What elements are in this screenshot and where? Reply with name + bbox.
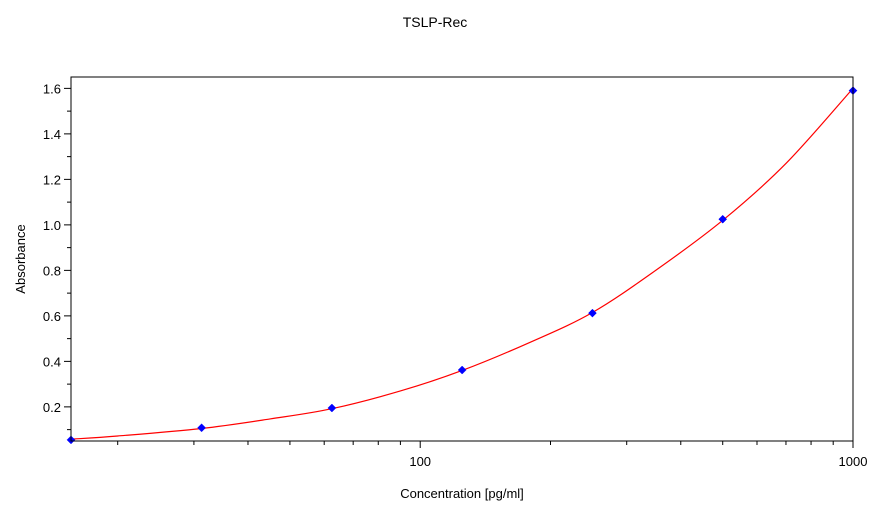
y-tick-label: 1.6 — [43, 81, 61, 96]
x-tick-label: 1000 — [839, 454, 868, 469]
y-tick-label: 1.4 — [43, 127, 61, 142]
y-tick-label: 0.2 — [43, 400, 61, 415]
data-point — [718, 214, 728, 224]
x-axis-label: Concentration [pg/ml] — [400, 486, 524, 501]
y-tick-label: 0.4 — [43, 354, 61, 369]
data-point — [457, 365, 467, 375]
data-point — [588, 308, 597, 318]
plot-area — [66, 86, 858, 445]
data-point — [197, 423, 206, 433]
x-tick-label: 100 — [409, 454, 431, 469]
x-axis-ticks: 100 1000 — [117, 441, 868, 469]
chart-title: TSLP-Rec — [403, 14, 468, 30]
fit-curve-line — [70, 87, 854, 440]
y-axis-ticks: 0.2 0.4 0.6 0.8 1.0 1.2 1.4 1.6 — [43, 81, 71, 431]
y-tick-label: 0.8 — [43, 263, 61, 278]
data-point — [327, 403, 337, 413]
y-tick-label: 1.0 — [43, 218, 61, 233]
y-tick-label: 0.6 — [43, 309, 61, 324]
y-axis-label: Absorbance — [13, 224, 28, 293]
plot-frame — [70, 76, 854, 442]
y-tick-label: 1.2 — [43, 172, 61, 187]
